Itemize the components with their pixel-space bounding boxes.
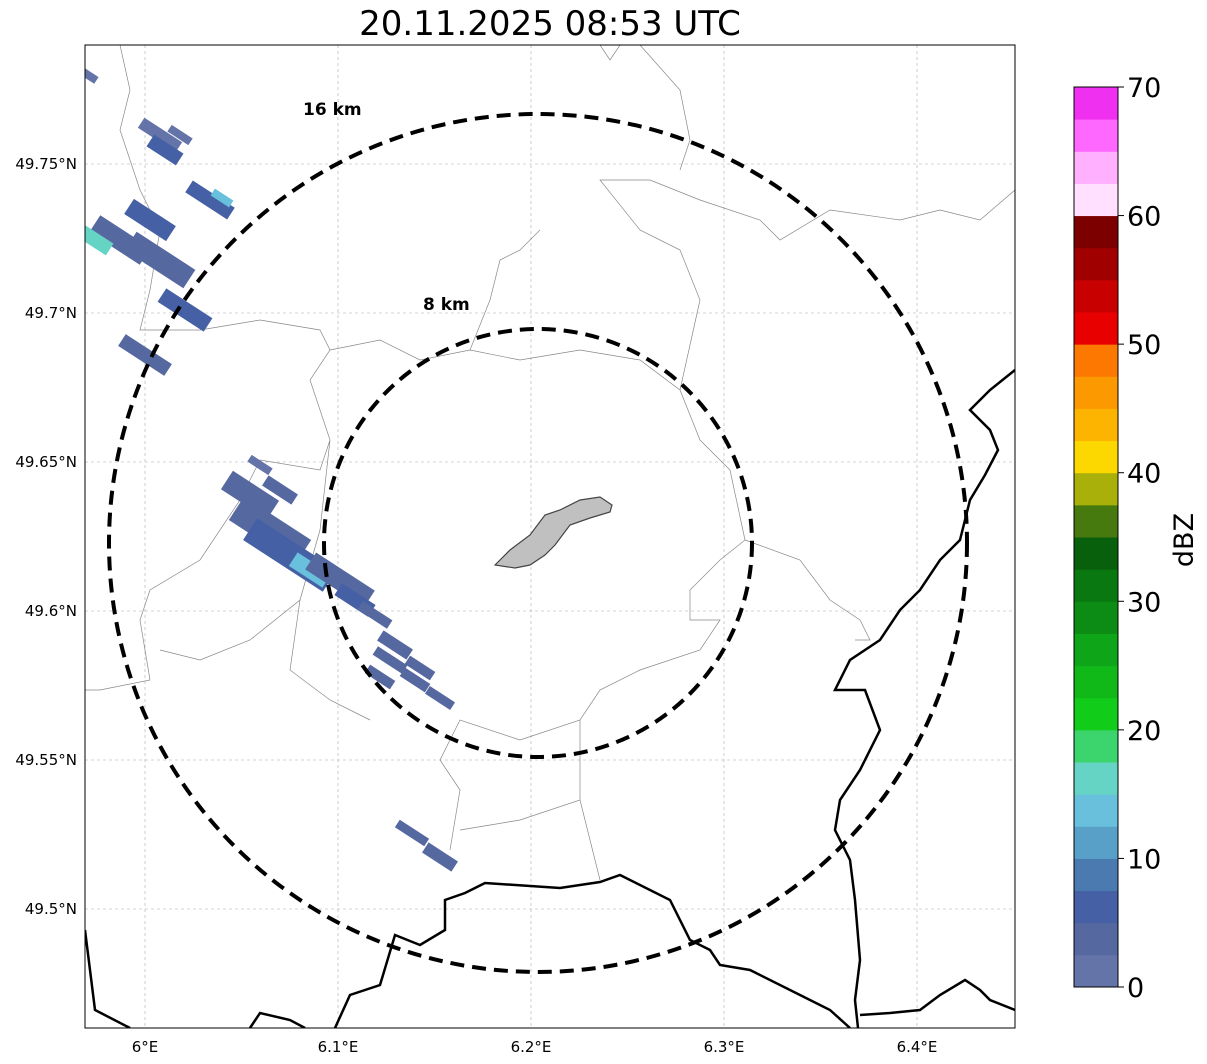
colorbar-bin bbox=[1074, 440, 1118, 474]
colorbar-bin bbox=[1074, 665, 1118, 699]
figure-title: 20.11.2025 08:53 UTC bbox=[359, 4, 741, 44]
colorbar-bin bbox=[1074, 537, 1118, 570]
range-ring-16km bbox=[107, 112, 969, 974]
colorbar-bin bbox=[1074, 601, 1118, 634]
radar-echo bbox=[399, 667, 431, 693]
radar-echo bbox=[210, 188, 234, 208]
colorbar-bin bbox=[1074, 215, 1118, 249]
radar-echo bbox=[394, 819, 430, 847]
colorbar-bin bbox=[1074, 472, 1118, 506]
y-axis-ticks: 49.75°N 49.7°N 49.65°N 49.6°N 49.55°N 49.5°N bbox=[15, 155, 77, 918]
ring-label-8km: 8 km bbox=[423, 295, 470, 315]
radar-echo bbox=[220, 470, 280, 520]
x-tick-label: 6.4°E bbox=[897, 1038, 938, 1056]
colorbar-tick-label: 50 bbox=[1127, 330, 1161, 361]
radar-echo bbox=[137, 117, 183, 153]
colorbar-bin bbox=[1074, 87, 1118, 120]
colorbar: 0 10 20 30 40 50 60 70 bbox=[1073, 73, 1161, 1004]
radar-echo bbox=[85, 224, 114, 256]
colorbar-bin bbox=[1074, 312, 1118, 345]
radar-echo bbox=[85, 66, 99, 84]
gridlines bbox=[85, 45, 1015, 1028]
colorbar-bin bbox=[1074, 858, 1118, 892]
radar-echo bbox=[364, 664, 396, 690]
radar-echo bbox=[124, 231, 196, 289]
x-tick-label: 6.3°E bbox=[704, 1038, 745, 1056]
colorbar-bin bbox=[1074, 826, 1118, 859]
radar-echo bbox=[118, 334, 172, 376]
colorbar-tick-label: 40 bbox=[1127, 459, 1161, 490]
radar-echo bbox=[377, 630, 413, 660]
colorbar-bin bbox=[1074, 633, 1118, 667]
radar-echo bbox=[262, 475, 298, 505]
map-frame bbox=[84, 44, 1016, 1029]
colorbar-bin bbox=[1074, 119, 1118, 152]
radar-echo bbox=[372, 646, 408, 674]
colorbar-bin bbox=[1074, 922, 1118, 956]
colorbar-bin bbox=[1074, 762, 1118, 795]
radar-echo bbox=[424, 686, 456, 710]
colorbar-bin bbox=[1074, 697, 1118, 731]
colorbar-label: dBZ bbox=[1169, 513, 1200, 567]
colorbar-bin bbox=[1074, 183, 1118, 217]
colorbar-tick-label: 0 bbox=[1127, 973, 1144, 1004]
colorbar-bin bbox=[1074, 890, 1118, 924]
colorbar-tick-label: 30 bbox=[1127, 587, 1161, 618]
colorbar-bin bbox=[1074, 794, 1118, 827]
radar-echo bbox=[146, 134, 184, 166]
radar-echo bbox=[185, 180, 235, 220]
radar-echo bbox=[247, 454, 273, 476]
country-border bbox=[85, 369, 1015, 1028]
radar-echo bbox=[167, 124, 193, 146]
city-area bbox=[493, 496, 613, 569]
ring-label-16km: 16 km bbox=[303, 100, 362, 120]
colorbar-bin bbox=[1074, 344, 1118, 377]
radar-echo bbox=[404, 655, 436, 681]
y-tick-label: 49.5°N bbox=[25, 900, 77, 918]
colorbar-bin bbox=[1074, 504, 1118, 538]
x-tick-label: 6.2°E bbox=[511, 1038, 552, 1056]
radar-echo bbox=[157, 288, 213, 332]
colorbar-tick-label: 20 bbox=[1127, 716, 1161, 747]
y-tick-label: 49.65°N bbox=[15, 453, 77, 471]
radar-echo bbox=[422, 842, 458, 872]
y-tick-label: 49.55°N bbox=[15, 751, 77, 769]
range-ring-8km bbox=[322, 327, 754, 759]
radar-echo bbox=[124, 198, 176, 242]
y-tick-label: 49.75°N bbox=[15, 155, 77, 173]
colorbar-bin bbox=[1074, 729, 1118, 763]
x-tick-label: 6.1°E bbox=[318, 1038, 359, 1056]
radar-echoes bbox=[85, 66, 458, 872]
colorbar-bin bbox=[1074, 376, 1118, 409]
boundaries bbox=[85, 45, 1015, 1028]
colorbar-tick-label: 10 bbox=[1127, 844, 1161, 875]
colorbar-bin bbox=[1074, 569, 1118, 602]
colorbar-bin bbox=[1074, 151, 1118, 184]
colorbar-frame bbox=[1073, 86, 1119, 988]
colorbar-tick-label: 70 bbox=[1127, 73, 1161, 104]
municipal-boundaries bbox=[85, 45, 1015, 881]
radar-echo bbox=[357, 601, 393, 629]
range-rings bbox=[107, 112, 969, 974]
colorbar-bin bbox=[1074, 247, 1118, 281]
colorbar-bin bbox=[1074, 954, 1118, 988]
colorbar-bin bbox=[1074, 408, 1118, 442]
y-tick-label: 49.6°N bbox=[25, 602, 77, 620]
x-axis-ticks: 6°E 6.1°E 6.2°E 6.3°E 6.4°E bbox=[132, 1038, 938, 1056]
colorbar-tick-label: 60 bbox=[1127, 202, 1161, 233]
x-tick-label: 6°E bbox=[132, 1038, 159, 1056]
y-tick-label: 49.7°N bbox=[25, 304, 77, 322]
colorbar-bin bbox=[1074, 279, 1118, 313]
